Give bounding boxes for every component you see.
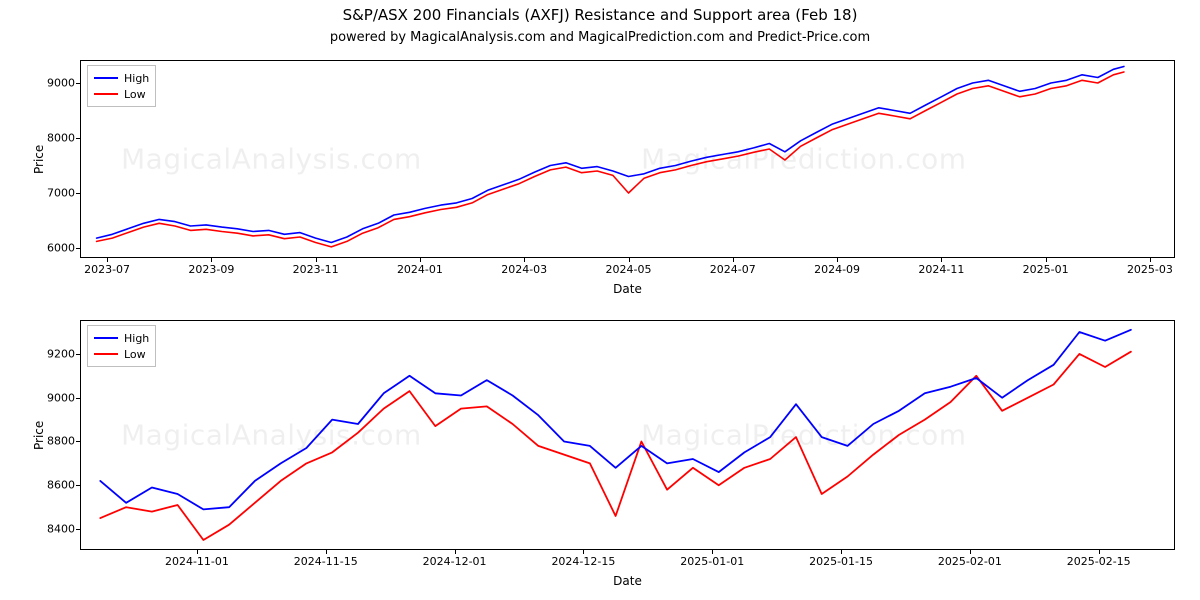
x-axis-label: Date bbox=[80, 282, 1175, 296]
legend: High Low bbox=[87, 65, 156, 107]
legend-item-high: High bbox=[94, 70, 149, 86]
chart-subtitle: powered by MagicalAnalysis.com and Magic… bbox=[0, 30, 1200, 45]
legend-label: High bbox=[124, 72, 149, 85]
legend: High Low bbox=[87, 325, 156, 367]
legend-item-low: Low bbox=[94, 86, 149, 102]
bottom-chart: MagicalAnalysis.com MagicalPrediction.co… bbox=[80, 320, 1175, 550]
legend-swatch bbox=[94, 77, 118, 79]
bottom-chart-svg bbox=[81, 321, 1176, 551]
y-axis-label: Price bbox=[32, 145, 46, 174]
legend-swatch bbox=[94, 353, 118, 355]
legend-label: High bbox=[124, 332, 149, 345]
top-chart-svg bbox=[81, 61, 1176, 259]
legend-swatch bbox=[94, 93, 118, 95]
top-chart: MagicalAnalysis.com MagicalPrediction.co… bbox=[80, 60, 1175, 258]
legend-item-high: High bbox=[94, 330, 149, 346]
legend-swatch bbox=[94, 337, 118, 339]
x-axis-label: Date bbox=[80, 574, 1175, 588]
legend-item-low: Low bbox=[94, 346, 149, 362]
y-axis-label: Price bbox=[32, 421, 46, 450]
chart-title: S&P/ASX 200 Financials (AXFJ) Resistance… bbox=[0, 6, 1200, 24]
figure: S&P/ASX 200 Financials (AXFJ) Resistance… bbox=[0, 0, 1200, 600]
legend-label: Low bbox=[124, 348, 146, 361]
legend-label: Low bbox=[124, 88, 146, 101]
